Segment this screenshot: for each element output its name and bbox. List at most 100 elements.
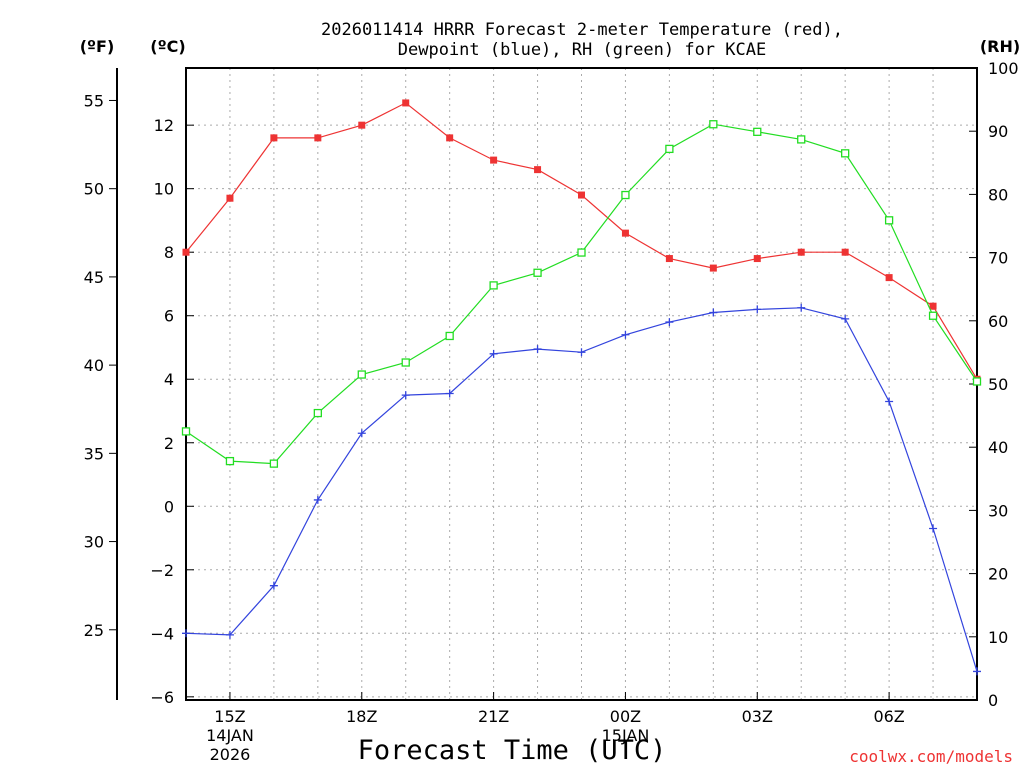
rh-tick-label: 40: [988, 438, 1008, 457]
data-series: [181, 99, 982, 676]
celsius-tick-label: 8: [164, 243, 174, 262]
rh-tick-label: 50: [988, 375, 1008, 394]
x-tick-label: 15Z: [214, 707, 245, 726]
temperature-line: [185, 102, 978, 380]
temperature-point: [929, 302, 937, 310]
relative-humidity-point: [665, 144, 674, 154]
temperature-point: [578, 191, 585, 199]
x-tick-date-label: 15JAN: [602, 726, 650, 745]
relative-humidity-point: [928, 311, 938, 320]
temperature-point: [490, 156, 498, 164]
celsius-tick-label: 6: [164, 307, 174, 326]
grid-lines: [186, 68, 977, 700]
fahrenheit-tick-label: 25: [84, 621, 104, 640]
temperature-point: [797, 248, 805, 256]
celsius-tick-label: −6: [150, 688, 174, 707]
fahrenheit-unit-label: (ºF): [80, 37, 115, 56]
rh-tick-label: 30: [988, 501, 1008, 520]
x-tick-label: 06Z: [873, 707, 904, 726]
temperature-point: [709, 264, 717, 272]
celsius-tick-label: −2: [150, 561, 174, 580]
rh-tick-label: 10: [988, 628, 1008, 647]
fahrenheit-tick-label: 55: [84, 91, 104, 110]
relative-humidity-point: [225, 456, 235, 466]
dewpoint-point: [533, 345, 542, 354]
dewpoint-point: [445, 389, 454, 398]
dewpoint-point: [841, 314, 850, 323]
temperature-point: [885, 274, 893, 282]
temperature-point: [270, 134, 278, 142]
temperature-point: [753, 255, 761, 263]
dewpoint-point: [269, 581, 278, 590]
dewpoint-point: [225, 630, 234, 639]
rh-tick-label: 20: [988, 565, 1008, 584]
dewpoint-point: [182, 629, 190, 638]
relative-humidity-point: [841, 149, 850, 158]
rh-tick-label: 80: [988, 185, 1008, 204]
x-tick-label: 00Z: [610, 707, 641, 726]
dewpoint-point: [313, 495, 322, 504]
relative-humidity-point: [269, 459, 279, 468]
rh-tick-label: 0: [988, 691, 998, 710]
relative-humidity-point: [972, 377, 982, 386]
relative-humidity-point: [753, 127, 762, 136]
celsius-tick-label: −4: [150, 624, 174, 643]
fahrenheit-tick-label: 45: [84, 268, 104, 287]
relative-humidity-point: [797, 135, 806, 144]
relative-humidity-point: [621, 190, 630, 200]
x-tick-label: 03Z: [742, 707, 773, 726]
dewpoint-point: [885, 397, 894, 406]
temperature-point: [226, 194, 234, 202]
temperature-point: [621, 229, 629, 237]
relative-humidity-point: [181, 427, 191, 436]
rh-tick-label: 90: [988, 122, 1008, 141]
dewpoint-point: [797, 303, 806, 312]
plot-frame: [185, 67, 978, 701]
relative-humidity-point: [884, 216, 894, 225]
relative-humidity-point: [445, 331, 454, 341]
dewpoint-point: [753, 305, 762, 314]
dewpoint-point: [489, 349, 498, 358]
axis-ticks: −6 −4 −2 0 2 4 6 8 10 12 25 30 35 40 45 50 55 0 10 20 30 40 50…: [84, 59, 1019, 764]
fahrenheit-tick-label: 35: [84, 444, 104, 463]
chart-title-line-1: 2026011414 HRRR Forecast 2-meter Tempera…: [321, 20, 843, 40]
temperature-point: [841, 248, 849, 256]
celsius-tick-label: 10: [154, 180, 174, 199]
dewpoint-point: [577, 348, 586, 357]
dewpoint-point: [621, 330, 630, 339]
relative-humidity-line: [185, 123, 978, 465]
dewpoint-point: [709, 308, 718, 317]
dewpoint-point: [929, 524, 938, 533]
x-tick-date-label: 14JAN: [206, 726, 254, 745]
temperature-point: [402, 99, 410, 107]
chart-title-line-2: Dewpoint (blue), RH (green) for KCAE: [398, 40, 766, 60]
relative-humidity-point: [533, 268, 542, 277]
rh-tick-label: 60: [988, 312, 1008, 331]
temperature-point: [182, 248, 190, 256]
fahrenheit-tick-label: 30: [84, 533, 104, 552]
temperature-point: [446, 134, 454, 142]
x-tick-label: 21Z: [478, 707, 509, 726]
dewpoint-point: [357, 429, 366, 438]
celsius-tick-label: 0: [164, 497, 174, 516]
x-axis-title: Forecast Time (UTC): [358, 735, 667, 766]
dewpoint-point: [401, 391, 410, 400]
x-tick-year-label: 2026: [210, 745, 251, 764]
fahrenheit-tick-label: 50: [84, 180, 104, 199]
rh-tick-label: 100: [988, 59, 1019, 78]
x-tick-label: 18Z: [346, 707, 377, 726]
temperature-point: [314, 134, 322, 142]
temperature-point: [665, 255, 673, 263]
temperature-point: [358, 121, 366, 129]
celsius-tick-label: 12: [154, 116, 174, 135]
relative-humidity-point: [489, 281, 498, 290]
relative-humidity-point: [357, 370, 366, 379]
relative-humidity-point: [577, 248, 586, 257]
rh-unit-label: (RH): [980, 37, 1020, 56]
relative-humidity-point: [709, 120, 718, 129]
fahrenheit-tick-label: 40: [84, 356, 104, 375]
rh-tick-label: 70: [988, 249, 1008, 268]
relative-humidity-point: [401, 358, 410, 367]
dewpoint-point: [665, 318, 674, 327]
